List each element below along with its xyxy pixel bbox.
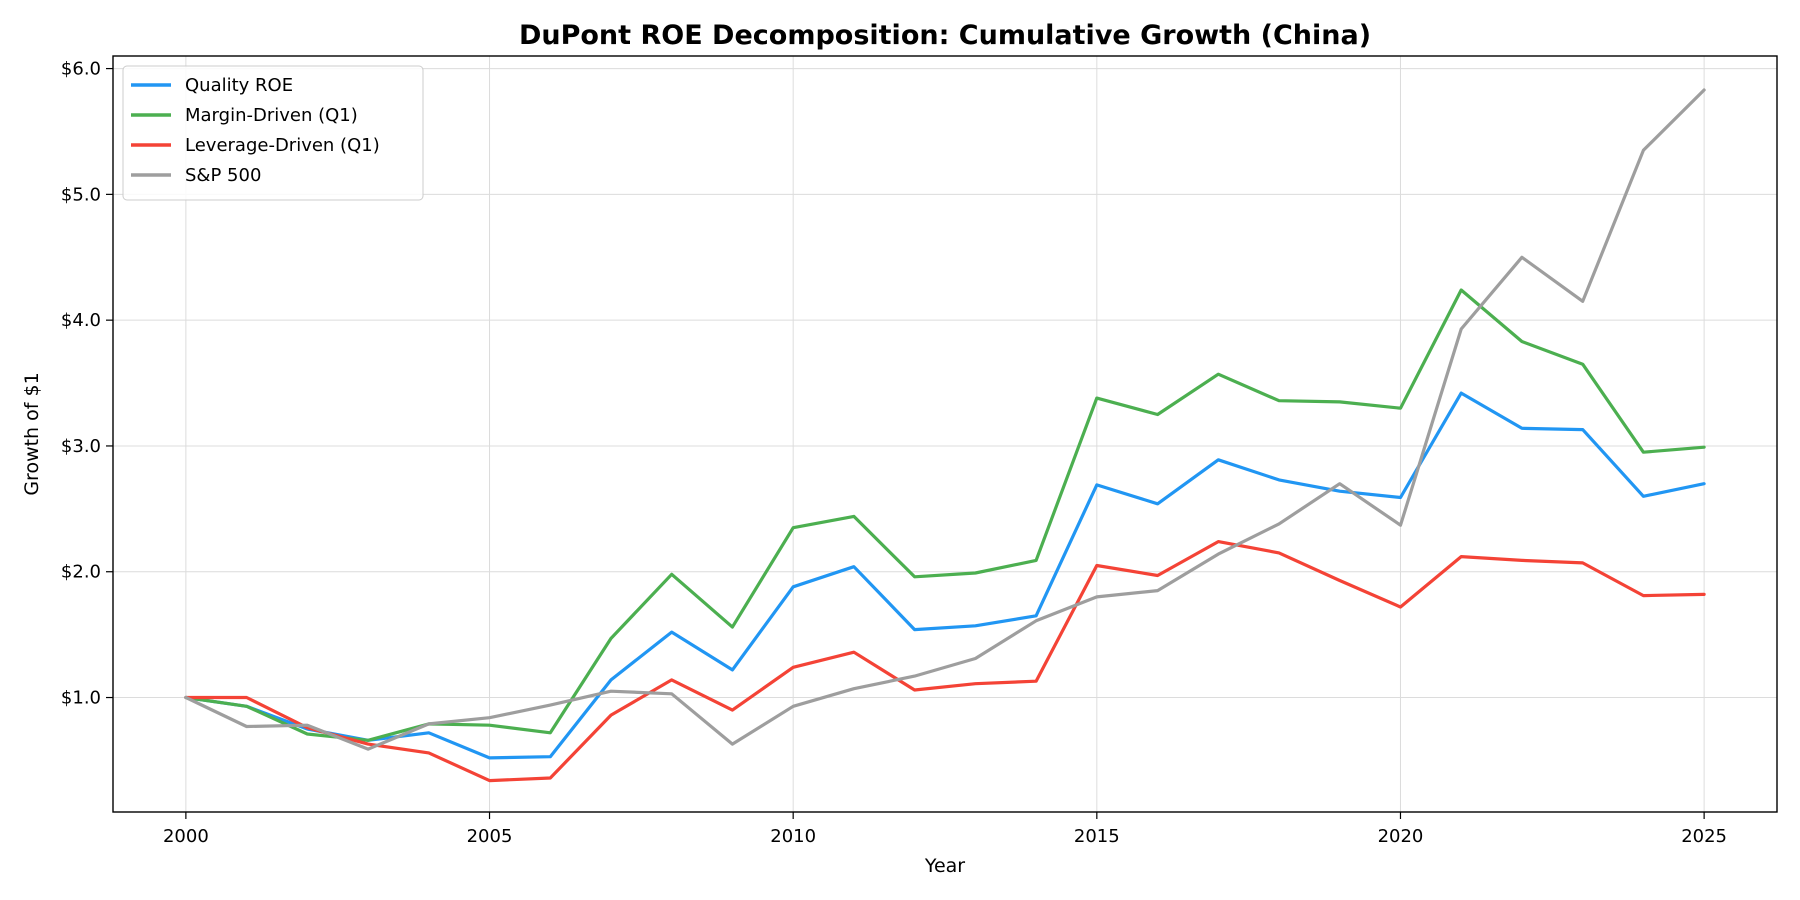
y-tick-label: $3.0 [61, 436, 101, 457]
x-axis-label: Year [924, 855, 965, 877]
x-tick-label: 2010 [770, 826, 816, 847]
x-tick-label: 2005 [467, 826, 513, 847]
x-tick-label: 2025 [1681, 826, 1727, 847]
legend-label: S&P 500 [185, 165, 261, 186]
legend-label: Quality ROE [185, 75, 293, 96]
y-tick-label: $4.0 [61, 310, 101, 331]
y-tick-label: $5.0 [61, 184, 101, 205]
legend: Quality ROE Margin-Driven (Q1) Leverage-Dr… [122, 65, 424, 201]
grid [113, 56, 1777, 812]
y-tick-label: $6.0 [61, 59, 101, 80]
axis-ticks: 2000 2005 2010 2015 2020 2025 $1.0 $2.0 $3.0 $4.0… [61, 59, 1727, 847]
legend-box [122, 65, 424, 201]
x-tick-label: 2000 [163, 826, 209, 847]
y-tick-label: $2.0 [61, 562, 101, 583]
legend-label: Leverage-Driven (Q1) [185, 135, 380, 156]
plot-frame [112, 55, 1778, 813]
y-axis-label: Growth of $1 [21, 372, 43, 495]
y-tick-label: $1.0 [61, 688, 101, 709]
series-line-s-p-500 [184, 88, 1706, 751]
series-lines [184, 88, 1706, 783]
chart-title: DuPont ROE Decomposition: Cumulative Gro… [519, 20, 1371, 51]
x-tick-label: 2020 [1378, 826, 1424, 847]
series-line-leverage-driven-q1 [184, 539, 1706, 783]
legend-label: Margin-Driven (Q1) [185, 105, 358, 126]
x-tick-label: 2015 [1074, 826, 1120, 847]
series-line-quality-roe [184, 391, 1706, 760]
